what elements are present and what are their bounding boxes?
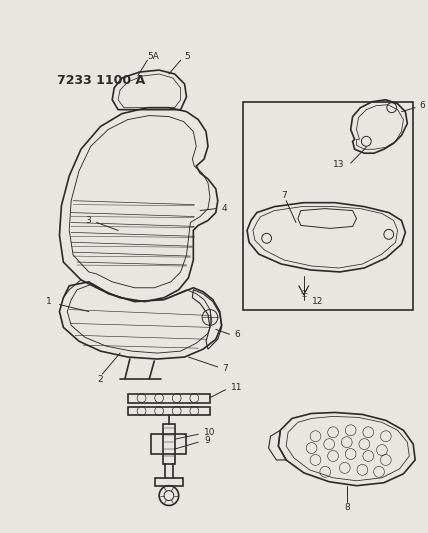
Text: 2: 2 xyxy=(98,375,103,384)
Text: 6: 6 xyxy=(235,330,240,339)
Text: 7233 1100 A: 7233 1100 A xyxy=(56,74,145,87)
Text: 7: 7 xyxy=(281,191,287,200)
Text: 3: 3 xyxy=(85,216,91,225)
Text: 7: 7 xyxy=(223,365,229,374)
Text: 13: 13 xyxy=(333,159,345,168)
Text: 8: 8 xyxy=(344,503,350,512)
Text: 6: 6 xyxy=(419,101,425,110)
Text: 5A: 5A xyxy=(147,52,159,61)
Text: 12: 12 xyxy=(312,297,323,306)
Text: 5: 5 xyxy=(184,52,190,61)
Bar xyxy=(243,102,413,310)
Text: 4: 4 xyxy=(222,204,227,213)
Text: 11: 11 xyxy=(232,383,243,392)
Text: 1: 1 xyxy=(46,297,52,306)
Text: 10: 10 xyxy=(204,428,216,437)
Text: 9: 9 xyxy=(204,435,210,445)
